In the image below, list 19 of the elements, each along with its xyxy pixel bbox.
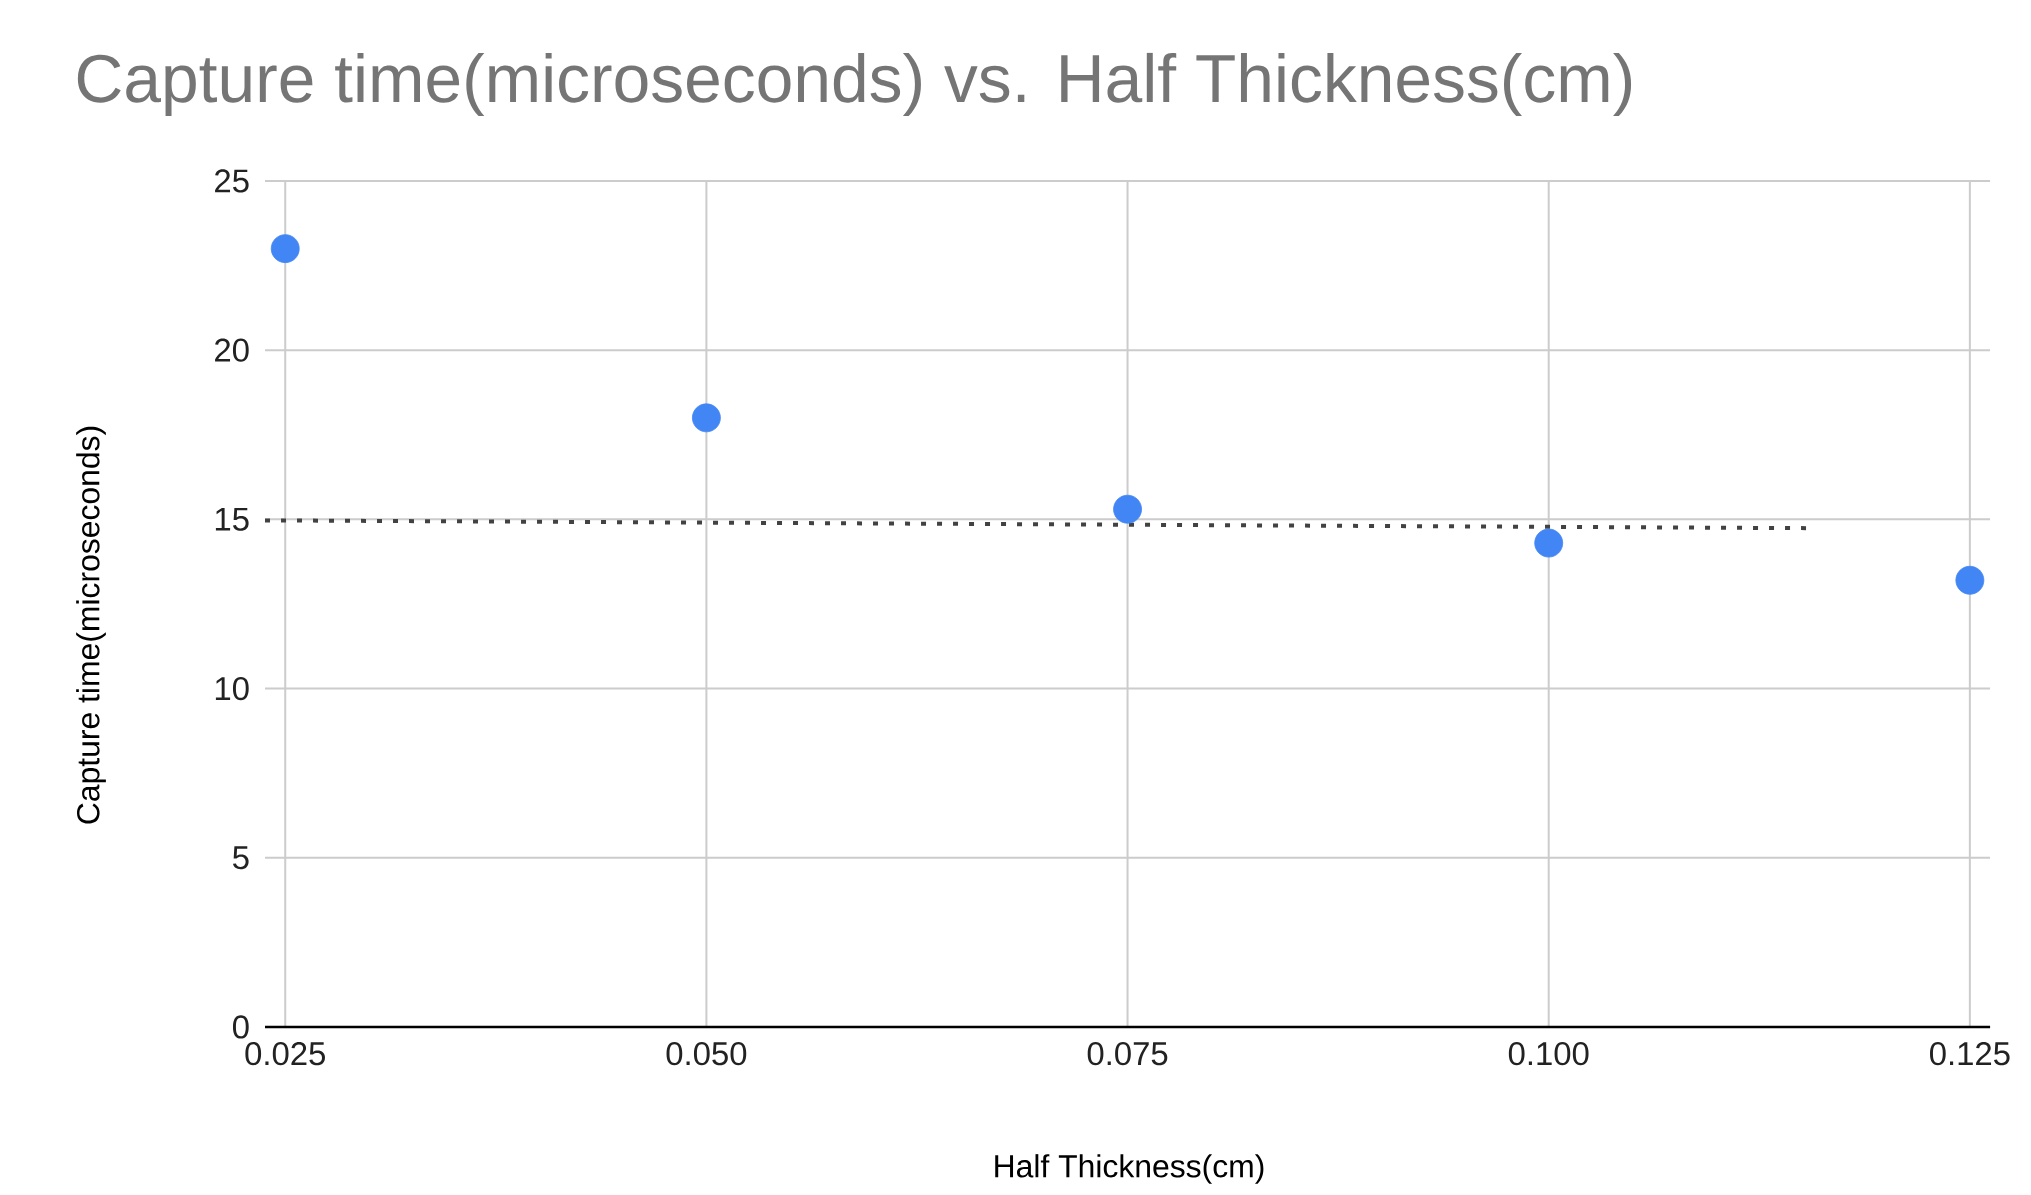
point bbox=[1955, 565, 1985, 595]
y-tick-label: 25 bbox=[215, 169, 249, 193]
y-tick-label: 10 bbox=[215, 676, 249, 701]
y-axis-title: Capture time(microseconds) bbox=[76, 426, 106, 824]
x-tick-label: 0.100 bbox=[1508, 1042, 1589, 1066]
x-tick-label: 0.075 bbox=[1087, 1042, 1168, 1066]
point bbox=[1534, 528, 1564, 558]
point bbox=[270, 234, 300, 264]
y-tick-label: 0 bbox=[232, 1015, 249, 1039]
x-tick-label: 0.125 bbox=[1930, 1042, 2010, 1066]
y-tick-label: 15 bbox=[215, 507, 249, 531]
chart-title: Capture time(microseconds) vs. Half Thickness(cm) bbox=[77, 52, 1632, 117]
x-tick-label: 0.025 bbox=[245, 1042, 325, 1066]
y-tick-label: 5 bbox=[233, 846, 249, 870]
x-axis-title: Half Thickness(cm) bbox=[995, 1154, 1264, 1184]
point bbox=[1113, 494, 1142, 524]
y-tick-label: 20 bbox=[215, 338, 249, 362]
point bbox=[691, 403, 721, 433]
x-tick-label: 0.050 bbox=[666, 1042, 747, 1066]
